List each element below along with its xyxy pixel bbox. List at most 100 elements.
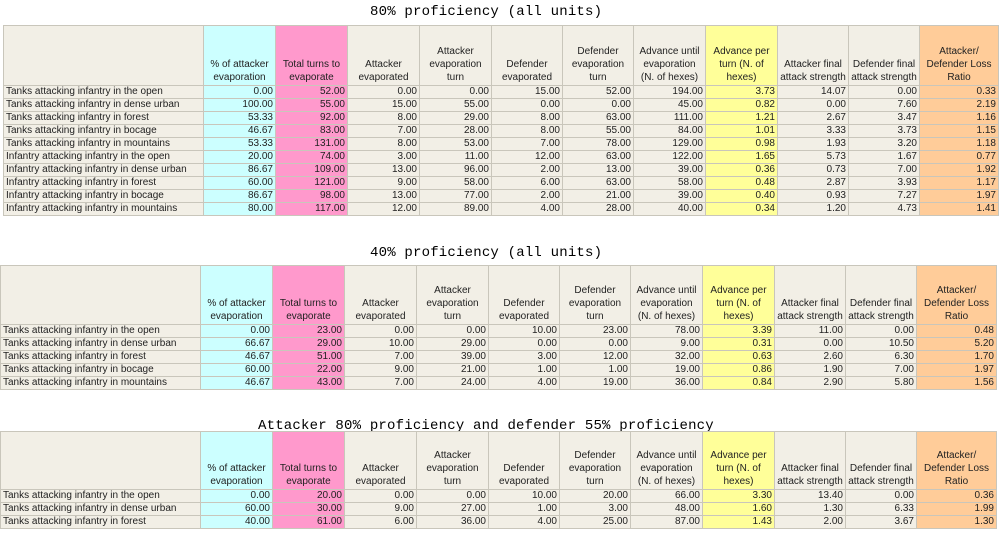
table-row: Tanks attacking infantry in the open 0.00… xyxy=(0,324,997,338)
cell-attacker-final-strength: 11.00 xyxy=(774,324,846,338)
cell-attacker-evaporation-turn: 11.00 xyxy=(419,150,492,164)
cell-attacker-evaporated: 6.00 xyxy=(344,515,417,529)
cell-attacker-final-strength: 0.00 xyxy=(777,98,849,112)
cell-attacker-evaporation-turn: 89.00 xyxy=(419,202,492,216)
row-label: Tanks attacking infantry in forest xyxy=(3,111,204,125)
cell-advance-until-evaporation: 58.00 xyxy=(633,176,706,190)
cell-defender-evaporated: 15.00 xyxy=(491,85,563,99)
header-attacker-evaporation-turn: Attacker evaporation turn xyxy=(416,265,489,325)
cell-advance-until-evaporation: 48.00 xyxy=(630,502,703,516)
cell-loss-ratio: 1.18 xyxy=(919,137,999,151)
header-row: % of attacker evaporation Total turns to … xyxy=(3,25,999,86)
table-row: Tanks attacking infantry in the open 0.00… xyxy=(3,85,999,99)
cell-loss-ratio: 1.92 xyxy=(919,163,999,177)
cell-total-turns: 23.00 xyxy=(272,324,345,338)
cell-defender-final-strength: 3.20 xyxy=(848,137,920,151)
cell-defender-evaporated: 6.00 xyxy=(491,176,563,190)
cell-advance-until-evaporation: 40.00 xyxy=(633,202,706,216)
cell-defender-evaporated: 7.00 xyxy=(491,137,563,151)
cell-advance-until-evaporation: 84.00 xyxy=(633,124,706,138)
cell-defender-final-strength: 0.00 xyxy=(848,85,920,99)
cell-attacker-evaporated: 13.00 xyxy=(347,189,420,203)
cell-total-turns: 20.00 xyxy=(272,489,345,503)
cell-total-turns: 52.00 xyxy=(275,85,348,99)
cell-advance-until-evaporation: 87.00 xyxy=(630,515,703,529)
header-defender-evaporated: Defender evaporated xyxy=(488,265,560,325)
cell-attacker-evaporated: 13.00 xyxy=(347,163,420,177)
table-row: Infantry attacking infantry in bocage 86.… xyxy=(3,189,999,203)
cell-attacker-evaporation-turn: 58.00 xyxy=(419,176,492,190)
header-attacker-evaporated: Attacker evaporated xyxy=(344,431,417,490)
cell-attacker-evaporation-pct: 60.00 xyxy=(200,363,273,377)
section-title-mixed-proficiency: Attacker 80% proficiency and defender 55… xyxy=(258,418,714,434)
cell-loss-ratio: 5.20 xyxy=(916,337,997,351)
cell-total-turns: 109.00 xyxy=(275,163,348,177)
cell-defender-final-strength: 7.00 xyxy=(848,163,920,177)
header-attacker-final-strength: Attacker final attack strength xyxy=(774,265,846,325)
table-row: Tanks attacking infantry in dense urban 1… xyxy=(3,98,999,112)
cell-defender-evaporation-turn: 78.00 xyxy=(562,137,634,151)
cell-attacker-final-strength: 0.73 xyxy=(777,163,849,177)
table-row: Tanks attacking infantry in forest 53.33 9… xyxy=(3,111,999,125)
cell-defender-evaporation-turn: 0.00 xyxy=(559,337,631,351)
cell-defender-final-strength: 3.67 xyxy=(845,515,917,529)
cell-loss-ratio: 0.77 xyxy=(919,150,999,164)
cell-defender-final-strength: 3.47 xyxy=(848,111,920,125)
cell-advance-until-evaporation: 194.00 xyxy=(633,85,706,99)
cell-defender-final-strength: 6.30 xyxy=(845,350,917,364)
cell-attacker-final-strength: 1.20 xyxy=(777,202,849,216)
cell-total-turns: 117.00 xyxy=(275,202,348,216)
cell-defender-final-strength: 7.00 xyxy=(845,363,917,377)
cell-defender-evaporated: 8.00 xyxy=(491,124,563,138)
cell-loss-ratio: 0.33 xyxy=(919,85,999,99)
header-defender-evaporation-turn: Defender evaporation turn xyxy=(559,265,631,325)
header-defender-final-strength: Defender final attack strength xyxy=(845,265,917,325)
cell-defender-evaporation-turn: 12.00 xyxy=(559,350,631,364)
cell-attacker-evaporation-pct: 46.67 xyxy=(200,376,273,390)
cell-advance-until-evaporation: 111.00 xyxy=(633,111,706,125)
section-title-80-proficiency: 80% proficiency (all units) xyxy=(370,4,603,20)
cell-advance-per-turn: 1.21 xyxy=(705,111,778,125)
header-attacker-evaporation-turn: Attacker evaporation turn xyxy=(419,25,492,86)
header-defender-evaporated: Defender evaporated xyxy=(488,431,560,490)
row-label: Tanks attacking infantry in dense urban xyxy=(0,502,201,516)
cell-defender-evaporated: 12.00 xyxy=(491,150,563,164)
cell-attacker-final-strength: 0.00 xyxy=(774,337,846,351)
cell-loss-ratio: 1.17 xyxy=(919,176,999,190)
cell-advance-until-evaporation: 129.00 xyxy=(633,137,706,151)
cell-defender-final-strength: 6.33 xyxy=(845,502,917,516)
row-label: Tanks attacking infantry in forest xyxy=(0,350,201,364)
cell-advance-per-turn: 3.73 xyxy=(705,85,778,99)
cell-attacker-evaporated: 8.00 xyxy=(347,111,420,125)
table-row: Tanks attacking infantry in the open 0.00… xyxy=(0,489,997,503)
cell-defender-evaporated: 2.00 xyxy=(491,189,563,203)
row-label: Infantry attacking infantry in mountains xyxy=(3,202,204,216)
cell-total-turns: 51.00 xyxy=(272,350,345,364)
cell-defender-evaporated: 10.00 xyxy=(488,324,560,338)
cell-attacker-evaporated: 8.00 xyxy=(347,137,420,151)
header-advance-until-evaporation: Advance until evaporation (N. of hexes) xyxy=(630,431,703,490)
cell-attacker-evaporation-pct: 46.67 xyxy=(200,350,273,364)
cell-defender-evaporation-turn: 28.00 xyxy=(562,202,634,216)
row-label: Tanks attacking infantry in bocage xyxy=(0,363,201,377)
cell-defender-evaporated: 1.00 xyxy=(488,502,560,516)
cell-defender-final-strength: 0.00 xyxy=(845,324,917,338)
cell-advance-until-evaporation: 32.00 xyxy=(630,350,703,364)
cell-defender-evaporation-turn: 21.00 xyxy=(562,189,634,203)
header-row-label xyxy=(0,431,201,490)
cell-attacker-evaporation-turn: 39.00 xyxy=(416,350,489,364)
table-row: Tanks attacking infantry in mountains 53.… xyxy=(3,137,999,151)
cell-loss-ratio: 0.36 xyxy=(916,489,997,503)
cell-loss-ratio: 1.97 xyxy=(916,363,997,377)
cell-advance-per-turn: 0.86 xyxy=(702,363,775,377)
table-row: Infantry attacking infantry in dense urb… xyxy=(3,163,999,177)
header-attacker-evaporation-pct: % of attacker evaporation xyxy=(203,25,276,86)
row-label: Tanks attacking infantry in the open xyxy=(0,324,201,338)
cell-attacker-evaporation-turn: 0.00 xyxy=(416,489,489,503)
cell-advance-until-evaporation: 36.00 xyxy=(630,376,703,390)
row-label: Infantry attacking infantry in the open xyxy=(3,150,204,164)
table-row: Infantry attacking infantry in mountains… xyxy=(3,202,999,216)
row-label: Tanks attacking infantry in dense urban xyxy=(0,337,201,351)
header-attacker-evaporated: Attacker evaporated xyxy=(347,25,420,86)
cell-defender-final-strength: 7.60 xyxy=(848,98,920,112)
